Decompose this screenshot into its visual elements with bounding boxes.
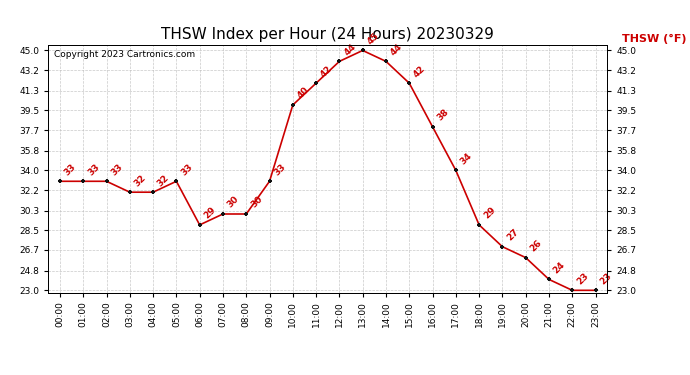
Point [357,48,368,54]
Text: 32: 32 [156,173,171,188]
Point [497,244,508,250]
Point [264,178,275,184]
Point [566,287,578,293]
Point [310,80,322,86]
Point [55,178,66,184]
Point [124,189,135,195]
Text: 42: 42 [412,64,427,79]
Point [148,189,159,195]
Point [287,102,298,108]
Text: 30: 30 [226,195,241,210]
Point [590,287,601,293]
Text: 29: 29 [202,206,218,221]
Point [241,211,252,217]
Title: THSW Index per Hour (24 Hours) 20230329: THSW Index per Hour (24 Hours) 20230329 [161,27,494,42]
Point [334,58,345,64]
Text: 30: 30 [249,195,264,210]
Point [78,178,89,184]
Text: THSW (°F): THSW (°F) [622,34,687,44]
Point [520,255,531,261]
Text: 34: 34 [459,151,474,166]
Text: Copyright 2023 Cartronics.com: Copyright 2023 Cartronics.com [54,50,195,59]
Point [171,178,182,184]
Point [544,276,555,282]
Text: 23: 23 [575,271,590,286]
Point [217,211,228,217]
Point [404,80,415,86]
Text: 44: 44 [388,42,404,57]
Text: 33: 33 [179,162,195,177]
Text: 33: 33 [273,162,288,177]
Point [427,124,438,130]
Text: 33: 33 [109,162,124,177]
Text: 44: 44 [342,42,357,57]
Point [101,178,112,184]
Text: 40: 40 [295,86,310,101]
Point [451,167,462,173]
Point [380,58,391,64]
Text: 29: 29 [482,206,497,221]
Text: 32: 32 [132,173,148,188]
Text: 42: 42 [319,64,334,79]
Text: 45: 45 [366,31,381,46]
Text: 33: 33 [63,162,78,177]
Text: 33: 33 [86,162,101,177]
Text: 26: 26 [529,238,544,254]
Text: 24: 24 [552,260,567,275]
Text: 27: 27 [505,227,520,243]
Text: 23: 23 [598,271,613,286]
Text: 38: 38 [435,107,451,123]
Point [194,222,205,228]
Point [473,222,484,228]
